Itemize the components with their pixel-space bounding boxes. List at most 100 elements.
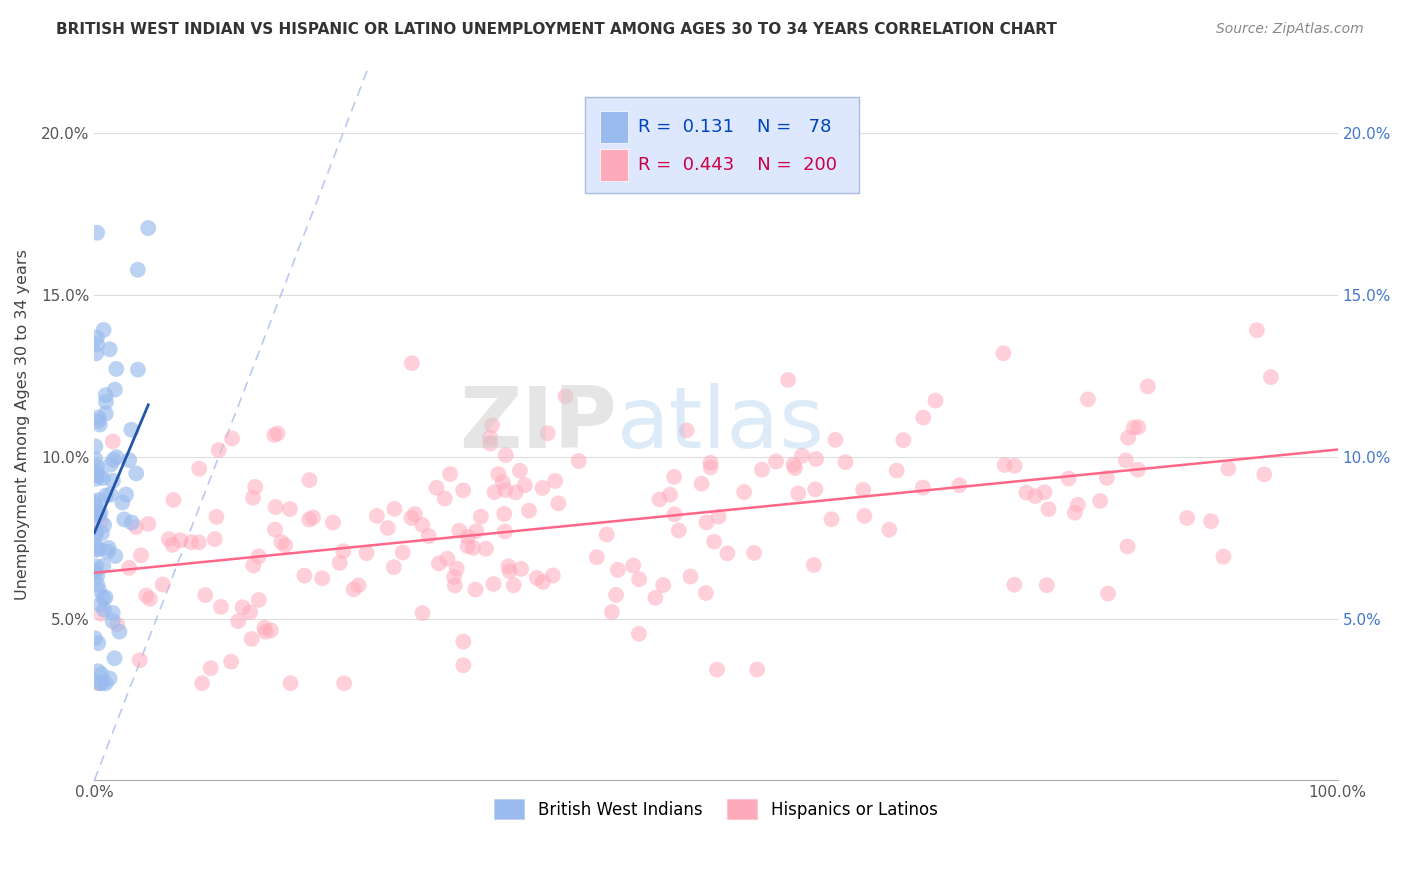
- Point: [93, 591, 115, 605]
- Point: [449, 524, 471, 538]
- Point: [482, 577, 505, 591]
- Point: [103, 452, 125, 467]
- Point: [94, 394, 117, 409]
- Point: [247, 549, 270, 564]
- Point: [703, 534, 725, 549]
- Point: [852, 483, 875, 497]
- Point: [209, 599, 232, 614]
- Point: [97, 545, 120, 559]
- Point: [94, 591, 117, 605]
- Point: [782, 458, 804, 472]
- Point: [112, 512, 135, 526]
- Point: [157, 532, 180, 546]
- Point: [1260, 370, 1282, 384]
- Text: R =  0.443    N =  200: R = 0.443 N = 200: [638, 156, 837, 174]
- Point: [294, 568, 316, 582]
- Point: [464, 582, 486, 597]
- Point: [187, 535, 209, 549]
- Point: [86, 559, 108, 574]
- Point: [1067, 498, 1090, 512]
- Point: [733, 485, 755, 500]
- Point: [302, 510, 325, 524]
- Point: [194, 588, 217, 602]
- Point: [298, 512, 321, 526]
- Point: [86, 467, 108, 482]
- Point: [208, 443, 231, 458]
- Point: [94, 407, 117, 421]
- Point: [1004, 458, 1026, 473]
- Point: [457, 530, 479, 544]
- Point: [270, 535, 292, 549]
- Point: [502, 578, 524, 592]
- Point: [356, 546, 378, 560]
- Point: [127, 262, 149, 277]
- Point: [451, 483, 474, 498]
- Point: [125, 467, 148, 481]
- Point: [481, 418, 503, 433]
- Point: [89, 676, 111, 690]
- Point: [87, 414, 110, 428]
- Point: [1212, 549, 1234, 564]
- Point: [479, 431, 502, 445]
- Point: [820, 512, 842, 526]
- Point: [1218, 461, 1240, 475]
- Point: [87, 493, 110, 508]
- Point: [1175, 511, 1198, 525]
- Point: [699, 460, 721, 475]
- Legend: British West Indians, Hispanics or Latinos: British West Indians, Hispanics or Latin…: [488, 793, 945, 825]
- Point: [470, 509, 492, 524]
- Point: [219, 655, 242, 669]
- Point: [129, 549, 152, 563]
- Point: [668, 524, 690, 538]
- Point: [332, 544, 354, 558]
- Point: [783, 461, 806, 475]
- Point: [404, 507, 426, 521]
- Point: [1097, 586, 1119, 600]
- Y-axis label: Unemployment Among Ages 30 to 34 years: Unemployment Among Ages 30 to 34 years: [15, 249, 30, 599]
- Point: [765, 454, 787, 468]
- Point: [526, 571, 548, 585]
- Point: [94, 488, 117, 502]
- Point: [139, 591, 162, 606]
- Point: [1024, 489, 1046, 503]
- Point: [280, 676, 302, 690]
- Point: [834, 455, 856, 469]
- Point: [824, 433, 846, 447]
- Point: [457, 539, 479, 553]
- Point: [169, 533, 191, 548]
- Point: [84, 452, 107, 467]
- Point: [333, 676, 356, 690]
- Point: [1126, 463, 1149, 477]
- Point: [446, 562, 468, 576]
- Point: [418, 529, 440, 543]
- Point: [1116, 540, 1139, 554]
- Point: [444, 578, 467, 592]
- Point: [891, 433, 914, 447]
- Text: Source: ZipAtlas.com: Source: ZipAtlas.com: [1216, 22, 1364, 37]
- Point: [605, 588, 627, 602]
- Point: [1015, 485, 1038, 500]
- Point: [461, 541, 484, 555]
- Point: [510, 562, 533, 576]
- Point: [263, 428, 285, 442]
- Point: [90, 526, 112, 541]
- Point: [135, 589, 157, 603]
- Point: [205, 509, 228, 524]
- Point: [247, 593, 270, 607]
- Point: [100, 487, 122, 501]
- FancyBboxPatch shape: [585, 97, 859, 193]
- Point: [84, 632, 107, 646]
- Point: [494, 507, 516, 521]
- Point: [547, 496, 569, 510]
- Point: [804, 483, 827, 497]
- Point: [91, 559, 114, 574]
- Point: [679, 569, 702, 583]
- Point: [239, 605, 262, 619]
- Point: [83, 495, 105, 509]
- Point: [628, 572, 651, 586]
- Point: [87, 410, 110, 425]
- Point: [87, 636, 110, 650]
- Point: [498, 564, 520, 578]
- Point: [585, 550, 607, 565]
- Point: [200, 661, 222, 675]
